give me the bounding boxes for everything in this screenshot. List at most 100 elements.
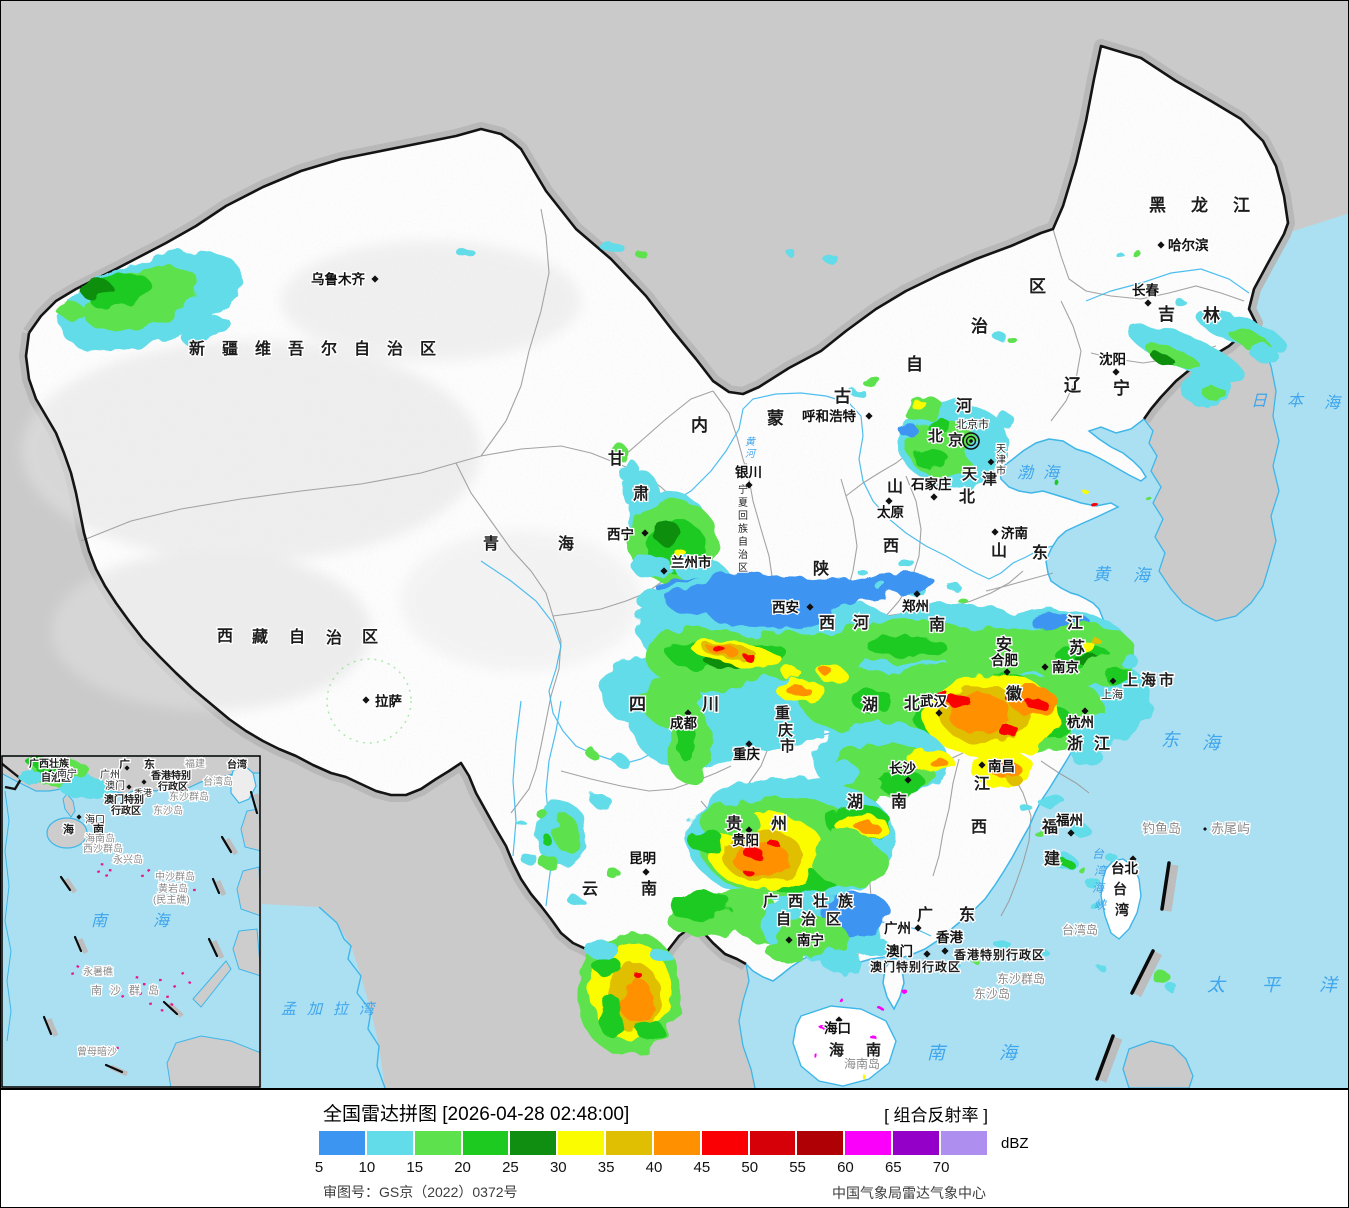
radar-echo [911, 400, 927, 410]
sea-label: 河 [745, 448, 757, 460]
radar-echo [781, 667, 801, 679]
radar-echo [585, 749, 597, 757]
nine-dash-segment [1130, 949, 1155, 995]
province-label: 澳门特别行政区 [870, 959, 961, 974]
province-label: 南 [929, 615, 945, 634]
radar-echo [999, 725, 1019, 737]
radar-echo [635, 250, 647, 258]
province-label: 天 [962, 466, 978, 483]
province-label: 族 [838, 892, 854, 910]
inset-nine-dash-line [42, 790, 260, 1077]
inset-island-marker [160, 1009, 164, 1012]
island-label: 永兴岛 [113, 853, 143, 866]
province-label: 青 [483, 534, 499, 553]
lhasa-radar-ring [326, 658, 412, 744]
city-label: 郑州 [902, 598, 929, 614]
city-marker [991, 528, 999, 536]
province-label: 苏 [1069, 638, 1085, 657]
city-marker [126, 784, 132, 790]
city-marker [978, 761, 986, 769]
radar-echo [606, 868, 620, 878]
province-label: 行政区 [110, 804, 141, 817]
province-label: 黑 [1149, 196, 1166, 215]
province-label: 南 [641, 879, 657, 898]
province-label: 北 [959, 488, 975, 506]
colorbar-block [606, 1131, 652, 1155]
hainan-island [792, 1005, 897, 1087]
city-marker [1144, 299, 1152, 307]
island-label: 赤尾屿 [1211, 821, 1250, 836]
radar-echo [958, 598, 968, 604]
radar-echo [995, 762, 1007, 768]
sea-label: 海 [1202, 733, 1223, 753]
radar-echo [539, 856, 559, 870]
inset-island-marker [138, 991, 143, 996]
radar-echo [585, 939, 617, 959]
sea-label: 湾 [1094, 864, 1108, 878]
colorbar-tick: 50 [741, 1159, 759, 1176]
sea [739, 213, 1348, 1088]
map-label: 广州 [100, 769, 120, 781]
nine-dash-segment [104, 1063, 124, 1074]
province-label: 山 [887, 478, 903, 496]
radar-echo [26, 756, 46, 767]
radar-echo-layer [57, 241, 1287, 1081]
island-label: 台湾岛 [1062, 922, 1098, 937]
city-marker [835, 1016, 843, 1024]
city-marker [865, 412, 873, 420]
radar-echo [1079, 868, 1087, 874]
island-label: 南沙群岛 [91, 983, 167, 997]
vietnam-coast [738, 963, 756, 1089]
radar-echo [619, 459, 639, 483]
inset-palawan [192, 960, 232, 1008]
sea-label: 黄 [1093, 565, 1112, 584]
radar-echo [181, 316, 231, 346]
province-label: 自 [906, 354, 923, 374]
city-label: 兰州市 [671, 554, 712, 570]
map-label: 治 [738, 548, 748, 561]
island-label: 福建 [185, 757, 205, 770]
inset-island-marker [172, 984, 177, 988]
island-label: 黄岩岛 [158, 882, 188, 895]
radar-echo [651, 950, 671, 962]
radar-echo [861, 376, 881, 386]
city-marker [1067, 829, 1075, 837]
sea-label: 海 [1133, 566, 1153, 585]
inset-island-marker [159, 978, 162, 982]
city-marker [1203, 827, 1207, 831]
city-label: 西安 [772, 599, 799, 615]
province-label: 自 [776, 910, 791, 928]
city-marker [660, 567, 668, 575]
province-label: 东 [959, 905, 975, 924]
radar-echo [1008, 338, 1018, 344]
colorbar-tick: 20 [454, 1159, 471, 1176]
radar-echo [1105, 853, 1117, 861]
colorbar-unit: dBZ [1001, 1135, 1029, 1152]
province-label: 吾 [288, 340, 304, 358]
sea-label: 平 [1262, 975, 1282, 995]
province-label: 南 [93, 822, 104, 836]
city-marker [642, 868, 650, 876]
radar-echo [19, 770, 43, 784]
city-label: 拉萨 [375, 693, 402, 709]
colorbar [319, 1131, 989, 1155]
radar-echo [853, 689, 893, 713]
city-label: 哈尔滨 [1168, 237, 1209, 253]
province-label: 内 [691, 415, 708, 435]
radar-echo [823, 255, 839, 263]
province-label: 津 [982, 470, 997, 488]
nine-dash-segment [162, 1000, 179, 1016]
radar-echo [688, 829, 724, 853]
province-label: 行政区 [157, 780, 188, 793]
agency-credit: 中国气象局雷达气象中心 [832, 1185, 986, 1201]
province-label: 北 [904, 695, 920, 713]
colorbar-block [893, 1131, 939, 1155]
radar-echo [1247, 344, 1279, 362]
radar-echo [1090, 902, 1102, 910]
radar-echo [613, 756, 629, 766]
province-label: 西 [883, 537, 899, 555]
city-marker [923, 950, 931, 958]
province-label: 重 [775, 704, 790, 722]
